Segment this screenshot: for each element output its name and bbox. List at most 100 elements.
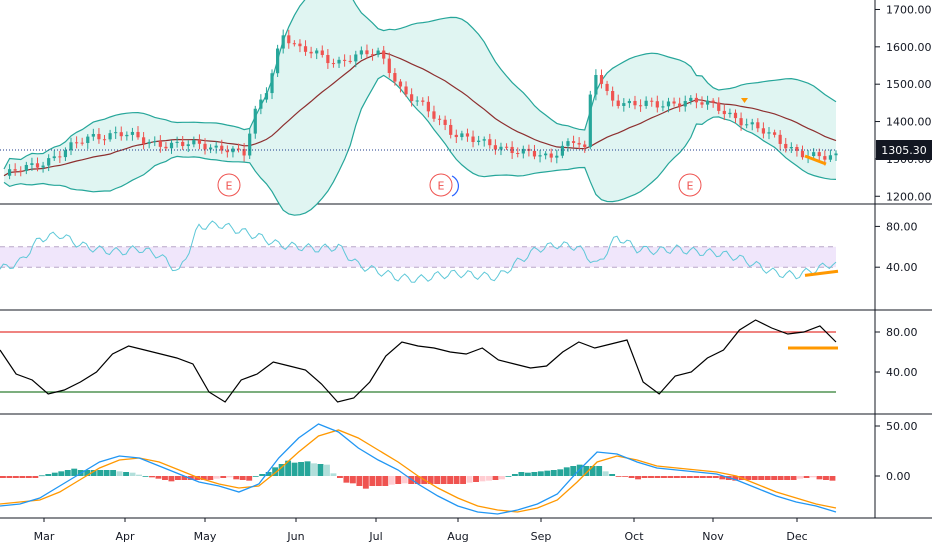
macd-histogram-bar	[479, 476, 486, 482]
earnings-marker-ring	[451, 175, 460, 197]
candle-body	[828, 155, 833, 160]
macd-histogram-bar	[317, 464, 324, 476]
macd-histogram-bar	[563, 467, 570, 476]
candle-body	[823, 156, 827, 160]
macd-histogram-bar	[686, 476, 693, 478]
macd-histogram-bar	[434, 476, 441, 484]
time-axis-label: Apr	[115, 530, 135, 543]
macd-histogram-bar	[336, 476, 343, 478]
price-axis-label: 1700.00	[886, 3, 932, 16]
candle-body	[705, 100, 710, 105]
macd-axis-label: 0.00	[886, 470, 911, 483]
macd-histogram-bar	[511, 474, 518, 476]
stoch-panel[interactable]	[0, 319, 838, 403]
macd-histogram-bar	[667, 476, 674, 478]
rsi-axis-label: 80.00	[886, 220, 918, 233]
candle-body	[236, 148, 241, 150]
rsi-line	[0, 220, 837, 283]
macd-signal-line	[0, 429, 837, 513]
macd-panel[interactable]	[0, 423, 837, 515]
candle-body	[504, 146, 509, 148]
candle-body	[181, 141, 185, 147]
candle-body	[248, 133, 252, 156]
macd-histogram-bar	[181, 476, 188, 480]
macd-histogram-bar	[272, 467, 279, 476]
candle-body	[404, 86, 408, 95]
candle-body	[253, 108, 257, 134]
candle-body	[471, 136, 475, 143]
macd-histogram-bar	[32, 476, 39, 478]
candle-body	[795, 147, 799, 151]
macd-histogram-bar	[486, 476, 492, 481]
macd-histogram-bar	[129, 472, 136, 476]
macd-histogram-bar	[531, 472, 538, 476]
candle-body	[532, 150, 537, 157]
candle-body	[91, 133, 95, 137]
candle-body	[354, 54, 358, 62]
macd-histogram-bar	[680, 476, 687, 478]
macd-histogram-bar	[388, 476, 395, 485]
macd-line	[0, 423, 837, 515]
candle-body	[209, 147, 213, 150]
macd-histogram-bar	[596, 466, 603, 476]
candle-body	[359, 50, 363, 55]
macd-histogram-bar	[278, 464, 285, 476]
candle-body	[387, 58, 391, 74]
macd-histogram-bar	[265, 472, 272, 476]
rsi-band	[0, 246, 836, 268]
candle-body	[538, 155, 542, 157]
candle-body	[817, 152, 821, 157]
macd-histogram-bar	[518, 472, 525, 476]
macd-histogram-bar	[174, 476, 181, 480]
macd-histogram-bar	[771, 476, 778, 480]
macd-histogram-bar	[557, 469, 564, 476]
macd-histogram-bar	[58, 471, 65, 476]
time-axis-label: Dec	[786, 530, 807, 543]
rsi-panel[interactable]	[0, 220, 839, 283]
stoch-axis-label: 80.00	[886, 326, 918, 339]
candle-body	[611, 91, 615, 101]
candle-body	[348, 60, 352, 62]
candle-body	[784, 143, 788, 149]
candle-body	[460, 133, 464, 138]
candle-body	[544, 153, 548, 156]
candle-body	[426, 101, 430, 112]
candle-body	[326, 54, 330, 64]
highlight-trendline	[804, 154, 827, 166]
candle-body	[136, 131, 140, 138]
candle-body	[689, 97, 693, 102]
candle-body	[571, 141, 576, 143]
macd-histogram-bar	[356, 476, 363, 486]
candle-body	[449, 124, 453, 135]
candle-body	[437, 118, 442, 120]
candle-body	[443, 119, 447, 125]
macd-histogram-bar	[673, 476, 680, 478]
macd-histogram-bar	[25, 476, 32, 478]
candle-body	[337, 59, 341, 64]
candle-body	[555, 155, 559, 158]
candle-body	[69, 142, 73, 151]
candle-body	[410, 94, 414, 101]
candle-body	[7, 169, 12, 176]
bollinger-upper	[3, 0, 837, 170]
candle-body	[432, 111, 436, 119]
macd-histogram-bar	[200, 476, 207, 480]
candle-body	[19, 170, 23, 172]
macd-histogram-bar	[252, 476, 259, 477]
time-axis-label: May	[194, 530, 217, 543]
candle-body	[13, 169, 17, 171]
candle-body	[164, 146, 168, 149]
candle-body	[415, 100, 419, 102]
macd-histogram-bar	[473, 476, 479, 482]
candle-body	[41, 165, 45, 168]
candle-body	[605, 83, 609, 92]
macd-histogram-bar	[0, 476, 6, 478]
macd-histogram-bar	[382, 476, 389, 486]
candle-body	[343, 59, 347, 61]
candle-body	[52, 156, 56, 159]
candle-body	[309, 51, 313, 54]
candle-body	[499, 146, 503, 150]
